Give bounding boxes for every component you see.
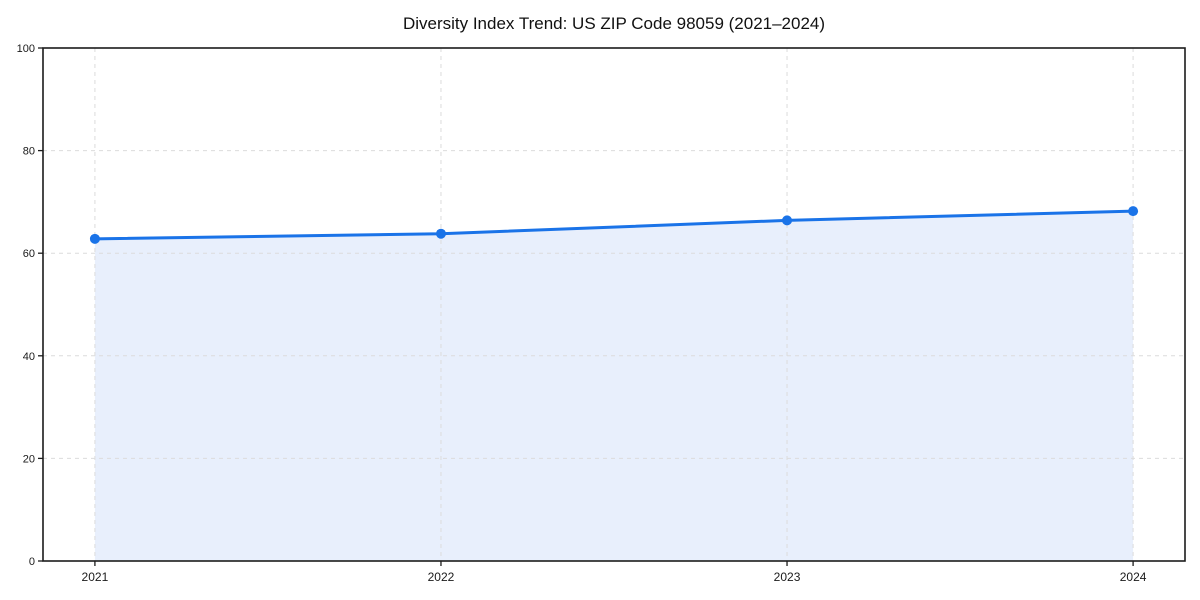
y-tick-label: 80 [23, 146, 35, 158]
x-tick-label: 2024 [1120, 570, 1147, 584]
y-tick-label: 20 [23, 453, 35, 465]
y-tick-label: 0 [29, 556, 35, 568]
x-tick-label: 2022 [428, 570, 455, 584]
y-tick-label: 40 [23, 351, 35, 363]
y-tick-label: 100 [17, 43, 35, 55]
data-point [435, 228, 446, 239]
data-point [782, 215, 793, 226]
data-point [1128, 206, 1139, 217]
area-fill [94, 211, 1134, 561]
x-tick-label: 2021 [82, 570, 109, 584]
data-point [89, 233, 100, 244]
y-tick-label: 60 [23, 248, 35, 260]
x-tick-label: 2023 [774, 570, 801, 584]
plot-border [42, 47, 1186, 562]
chart-title: Diversity Index Trend: US ZIP Code 98059… [402, 14, 826, 33]
trend-line [93, 209, 1135, 241]
